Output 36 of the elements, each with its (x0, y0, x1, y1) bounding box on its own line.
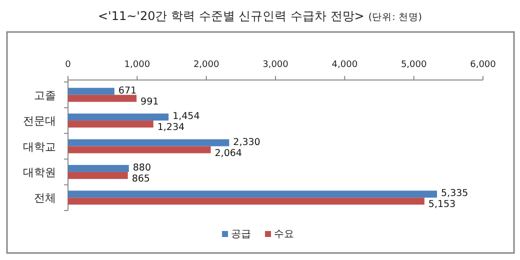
data-label: 671 (118, 85, 137, 96)
bar (68, 146, 211, 154)
y-tick-label: 고졸 (34, 88, 56, 102)
y-tick-label: 전체 (34, 192, 56, 205)
x-tick-label: 6,000 (470, 60, 496, 70)
y-tick-label: 대학교 (23, 140, 56, 154)
x-tick-label: 5,000 (400, 60, 427, 70)
bar (68, 114, 169, 121)
data-label: 5,335 (441, 188, 468, 200)
bar (68, 198, 424, 205)
bar (68, 120, 154, 128)
chart-subtitle: (단위: 천명) (368, 12, 422, 23)
x-tick-label: 3,000 (262, 60, 289, 70)
chart-title: <'11~'20간 학력 수준별 신규인력 수급차 전망> (98, 9, 364, 23)
data-label: 880 (132, 162, 152, 174)
bar (68, 190, 438, 198)
y-tick-label: 전문대 (23, 114, 56, 128)
bar (68, 164, 129, 172)
bar (68, 88, 114, 95)
y-tick-label: 대학원 (23, 166, 56, 179)
data-label: 991 (140, 96, 159, 108)
bar (68, 94, 137, 102)
x-tick-label: 0 (65, 60, 72, 70)
bar (68, 172, 128, 179)
x-tick-label: 4,000 (332, 60, 358, 70)
data-label: 2,064 (214, 148, 242, 159)
legend-label: 수요 (274, 229, 294, 240)
legend-label: 공급 (231, 229, 251, 240)
data-label: 1,234 (157, 122, 185, 134)
bar (68, 139, 230, 146)
x-tick-label: 1,000 (124, 60, 150, 70)
x-tick-label: 2,000 (193, 60, 220, 70)
data-label: 2,330 (233, 136, 260, 148)
data-label: 5,153 (428, 199, 456, 210)
data-label: 865 (132, 173, 150, 184)
data-label: 1,454 (172, 111, 200, 122)
